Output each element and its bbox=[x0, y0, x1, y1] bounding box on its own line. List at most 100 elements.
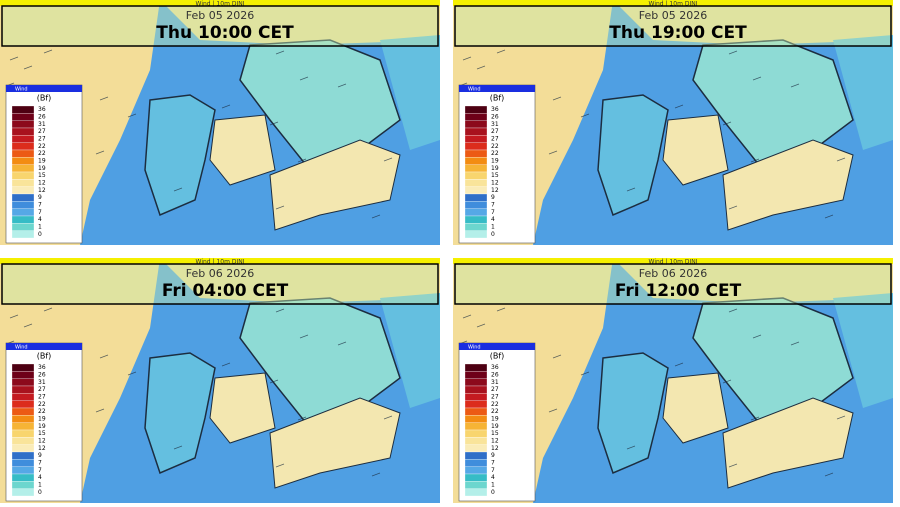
legend-label: 22 bbox=[38, 408, 46, 415]
legend-label: 12 bbox=[38, 438, 46, 445]
legend-label: 36 bbox=[38, 106, 46, 113]
legend-label: 19 bbox=[38, 416, 46, 423]
legend-label: 36 bbox=[38, 364, 46, 371]
legend-label: 7 bbox=[491, 467, 495, 474]
legend-swatch bbox=[464, 488, 488, 497]
legend-label: 36 bbox=[491, 364, 499, 371]
legend-swatch bbox=[464, 378, 488, 387]
legend-label: 1 bbox=[491, 482, 495, 489]
legend-label: 27 bbox=[491, 128, 499, 135]
legend-swatch bbox=[11, 407, 35, 416]
header-box bbox=[454, 5, 892, 47]
legend-swatch bbox=[464, 113, 488, 121]
legend-label: 0 bbox=[38, 489, 42, 496]
legend-swatch bbox=[11, 157, 35, 165]
legend-label: 19 bbox=[38, 158, 46, 165]
legend-swatch bbox=[11, 193, 35, 202]
legend-swatch bbox=[464, 201, 488, 209]
legend-label: 12 bbox=[491, 438, 499, 445]
legend-swatch bbox=[11, 179, 35, 187]
legend-label: 1 bbox=[491, 224, 495, 231]
header-bar bbox=[453, 258, 893, 264]
legend-swatch bbox=[464, 171, 488, 180]
legend-label: 31 bbox=[38, 379, 46, 386]
legend-label: 12 bbox=[38, 180, 46, 187]
legend-unit: (Bf) bbox=[37, 352, 52, 361]
legend-swatch bbox=[464, 459, 488, 467]
legend-label: 36 bbox=[491, 106, 499, 113]
legend-label: 4 bbox=[38, 474, 42, 481]
legend-label: 7 bbox=[491, 460, 495, 467]
legend-swatch bbox=[464, 385, 488, 394]
header-box bbox=[454, 263, 892, 305]
legend-swatch bbox=[464, 422, 488, 431]
legend-header bbox=[6, 343, 82, 350]
legend-swatch bbox=[11, 466, 35, 475]
time-label: Thu 19:00 CET bbox=[609, 23, 747, 43]
legend-label: 31 bbox=[491, 121, 499, 128]
product-label: Wind | 10m DINI bbox=[649, 1, 698, 8]
legend-label: 7 bbox=[38, 467, 42, 474]
header-box bbox=[1, 263, 439, 305]
legend-swatch bbox=[464, 105, 488, 114]
legend-swatch bbox=[11, 444, 35, 453]
legend-label: 22 bbox=[38, 143, 46, 150]
legend-swatch bbox=[464, 393, 488, 401]
legend-swatch bbox=[11, 186, 35, 195]
time-label: Thu 10:00 CET bbox=[156, 23, 294, 43]
legend-swatch bbox=[464, 193, 488, 202]
legend-swatch bbox=[11, 393, 35, 401]
legend-unit: (Bf) bbox=[490, 352, 505, 361]
legend-swatch bbox=[11, 385, 35, 394]
legend-swatch bbox=[464, 473, 488, 482]
legend-label: 27 bbox=[38, 386, 46, 393]
legend-label: 7 bbox=[38, 460, 42, 467]
legend-label: 27 bbox=[491, 394, 499, 401]
legend-label: 22 bbox=[38, 150, 46, 157]
legend-title: Wind bbox=[468, 87, 481, 93]
legend-label: 27 bbox=[491, 136, 499, 143]
legend-swatch bbox=[11, 164, 35, 173]
legend-label: 31 bbox=[491, 379, 499, 386]
legend-swatch bbox=[464, 164, 488, 173]
legend-swatch bbox=[11, 105, 35, 114]
legend-swatch bbox=[464, 400, 488, 409]
legend-label: 4 bbox=[491, 474, 495, 481]
legend-swatch bbox=[11, 488, 35, 497]
legend-unit: (Bf) bbox=[37, 94, 52, 103]
legend-swatch bbox=[11, 171, 35, 180]
legend-swatch bbox=[464, 363, 488, 372]
legend-label: 27 bbox=[38, 394, 46, 401]
legend-label: 26 bbox=[38, 114, 46, 121]
legend-swatch bbox=[11, 135, 35, 143]
legend-swatch bbox=[464, 481, 488, 489]
legend-swatch bbox=[464, 149, 488, 158]
legend-header bbox=[459, 85, 535, 92]
legend-label: 26 bbox=[38, 372, 46, 379]
legend-title: Wind bbox=[468, 345, 481, 351]
time-label: Fri 12:00 CET bbox=[615, 281, 742, 301]
legend-label: 9 bbox=[38, 194, 42, 201]
legend-label: 1 bbox=[38, 224, 42, 231]
legend-label: 15 bbox=[491, 172, 499, 179]
legend-label: 12 bbox=[38, 445, 46, 452]
legend-swatch bbox=[464, 429, 488, 438]
legend-swatch bbox=[11, 422, 35, 431]
legend-label: 19 bbox=[491, 158, 499, 165]
date-label: Feb 06 2026 bbox=[186, 267, 254, 280]
legend-swatch bbox=[464, 127, 488, 136]
legend-label: 9 bbox=[491, 194, 495, 201]
legend-swatch bbox=[11, 378, 35, 387]
time-label: Fri 04:00 CET bbox=[162, 281, 289, 301]
legend-label: 1 bbox=[38, 482, 42, 489]
legend-title: Wind bbox=[15, 345, 28, 351]
legend-label: 15 bbox=[38, 172, 46, 179]
legend-title: Wind bbox=[15, 87, 28, 93]
legend-swatch bbox=[11, 215, 35, 224]
legend-label: 27 bbox=[38, 136, 46, 143]
legend-label: 27 bbox=[38, 128, 46, 135]
legend-swatch bbox=[464, 407, 488, 416]
header-bar bbox=[0, 258, 440, 264]
